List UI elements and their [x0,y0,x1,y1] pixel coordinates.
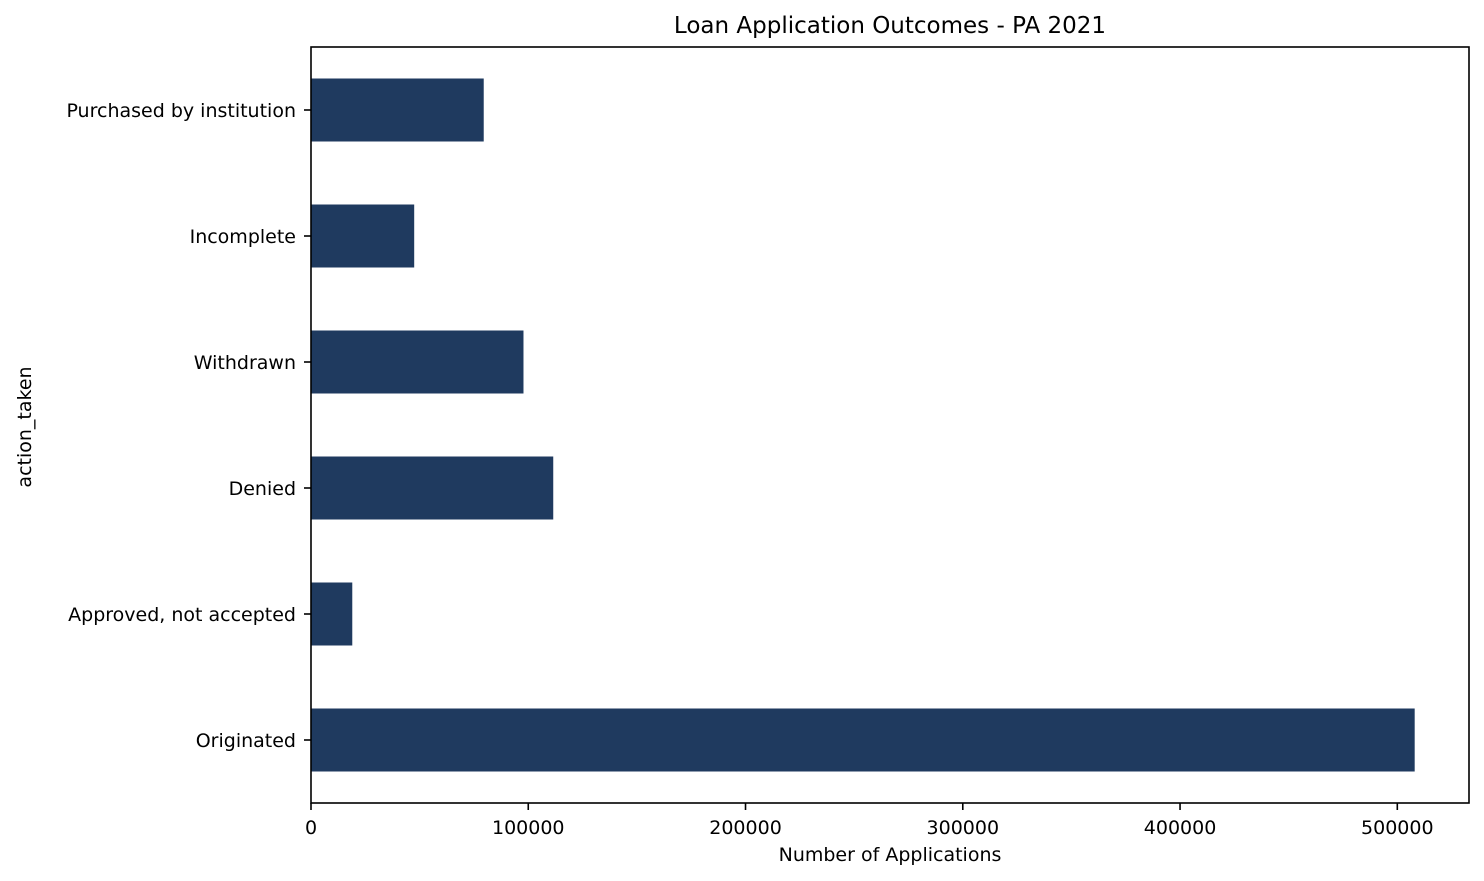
x-tick-label-0: 0 [305,817,317,839]
x-axis-title: Number of Applications [779,844,1002,866]
y-tick-label-incomplete: Incomplete [190,226,296,248]
bar-originated [311,708,1415,772]
bar-incomplete [311,204,415,268]
bar-purchased-by-institution [311,78,484,142]
x-tick-label-2: 200000 [709,817,782,839]
bar-approved-not-accepted [311,582,353,646]
y-tick-label-purchased-by-institution: Purchased by institution [66,100,296,122]
y-axis-title: action_taken [14,366,36,487]
y-tick-label-approved-not-accepted: Approved, not accepted [68,604,296,626]
y-tick-label-denied: Denied [229,478,296,500]
y-tick-label-originated: Originated [196,730,296,752]
x-tick-label-1: 100000 [492,817,565,839]
bar-withdrawn [311,330,524,394]
x-tick-label-5: 500000 [1361,817,1434,839]
bar-denied [311,456,554,520]
y-tick-label-withdrawn: Withdrawn [194,352,296,374]
bars-group [311,78,1415,772]
chart-title: Loan Application Outcomes - PA 2021 [674,13,1106,39]
x-tick-label-3: 300000 [927,817,1000,839]
plot-frame [310,46,1470,804]
x-tick-label-4: 400000 [1144,817,1217,839]
y-tick-labels: Originated Approved, not accepted Denied Wi… [66,100,311,752]
x-ticks: 0 100000 200000 300000 400000 500000 [305,803,1434,839]
